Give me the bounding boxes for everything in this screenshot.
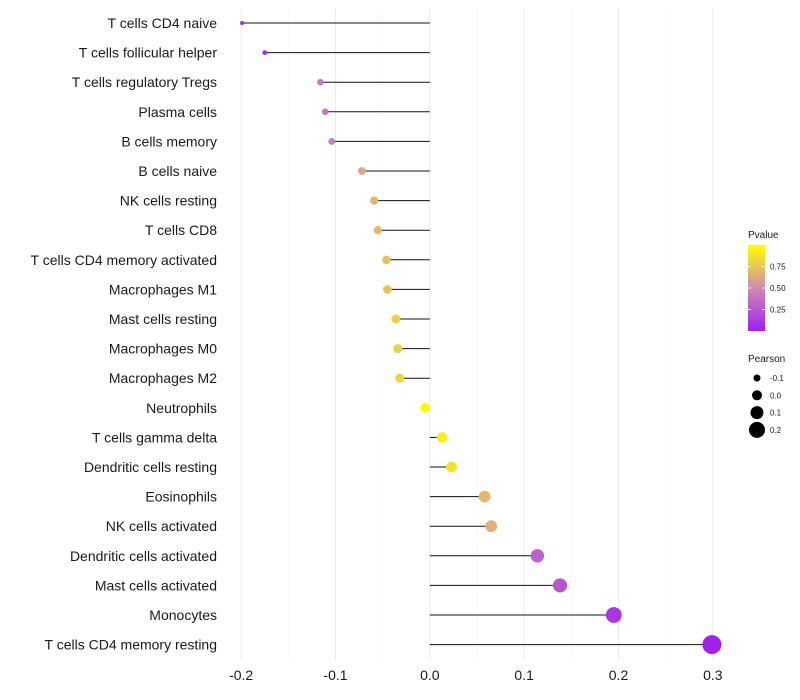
size-legend-title: Pearson xyxy=(748,354,785,365)
size-legend-label: 0.0 xyxy=(770,391,782,400)
grid-lines xyxy=(240,8,714,660)
size-legend-label: 0.1 xyxy=(770,409,782,418)
x-tick-label: 0.0 xyxy=(420,667,440,683)
category-label: T cells regulatory Tregs xyxy=(72,74,217,90)
lollipop-point xyxy=(605,607,622,623)
x-tick-label: -0.1 xyxy=(323,667,347,683)
color-legend-title: Pvalue xyxy=(748,230,779,241)
lollipop-point xyxy=(391,314,401,324)
lollipop-point xyxy=(373,226,383,235)
category-label: Macrophages M2 xyxy=(109,370,217,386)
lollipop-point xyxy=(370,196,379,205)
lollipop-point xyxy=(530,549,545,563)
x-tick-label: 0.2 xyxy=(609,667,629,683)
color-legend-label: 0.50 xyxy=(770,284,786,293)
size-legend-point xyxy=(752,390,762,401)
lollipop-point xyxy=(328,137,336,145)
lollipop-point xyxy=(478,490,491,503)
category-label: B cells memory xyxy=(121,133,217,149)
size-legend-point xyxy=(750,406,764,420)
size-legend-point xyxy=(749,421,765,438)
category-label: T cells CD4 memory resting xyxy=(45,637,217,653)
category-label: Mast cells activated xyxy=(95,577,217,593)
lollipop-point xyxy=(420,402,431,413)
lollipop-point xyxy=(240,20,245,26)
color-legend: Pvalue 0.25 0.50 0.75 xyxy=(748,230,786,331)
lollipop-point xyxy=(317,78,324,86)
lollipop-point xyxy=(395,373,405,383)
lollipop-point xyxy=(262,50,268,55)
lollipop-point xyxy=(552,578,568,593)
lollipop-point xyxy=(702,635,722,655)
category-label: Dendritic cells resting xyxy=(84,459,217,475)
lollipop-point xyxy=(383,285,392,294)
size-legend-point xyxy=(753,374,761,382)
size-legend: Pearson -0.1 0.0 0.1 0.2 xyxy=(748,354,785,438)
color-legend-label: 0.25 xyxy=(770,306,786,315)
lollipop-point xyxy=(357,167,366,175)
lollipop-point xyxy=(485,520,498,533)
category-label: T cells follicular helper xyxy=(79,45,218,61)
x-tick-label: 0.3 xyxy=(703,667,723,683)
category-label: Mast cells resting xyxy=(109,311,217,327)
category-label: T cells CD4 memory activated xyxy=(31,252,217,268)
lollipop-point xyxy=(436,432,448,443)
category-label: Monocytes xyxy=(149,607,217,623)
x-tick-label: 0.1 xyxy=(514,667,534,683)
category-label: Plasma cells xyxy=(138,104,217,120)
category-label: Macrophages M1 xyxy=(109,281,217,297)
category-label: Macrophages M0 xyxy=(109,341,217,357)
size-legend-label: -0.1 xyxy=(770,374,784,383)
size-legend-label: 0.2 xyxy=(770,426,782,435)
color-bar xyxy=(748,245,765,331)
lollipop-point xyxy=(393,344,403,354)
category-label: B cells naive xyxy=(138,163,217,179)
category-label: Eosinophils xyxy=(145,489,217,505)
lollipop-point xyxy=(446,461,457,473)
color-legend-label: 0.75 xyxy=(770,263,786,272)
lollipop-point xyxy=(382,255,391,265)
category-label: Dendritic cells activated xyxy=(70,548,217,564)
x-axis-ticks: -0.2 -0.1 0.0 0.1 0.2 0.3 xyxy=(229,667,723,683)
category-label: Neutrophils xyxy=(146,400,217,416)
category-label: T cells CD4 naive xyxy=(108,15,218,31)
x-tick-label: -0.2 xyxy=(229,667,253,683)
lollipop-marks xyxy=(240,20,722,655)
category-label: T cells CD8 xyxy=(145,222,217,238)
lollipop-point xyxy=(321,108,329,116)
category-label: NK cells resting xyxy=(120,193,217,209)
category-label: T cells gamma delta xyxy=(92,429,217,445)
category-label: NK cells activated xyxy=(106,518,217,534)
category-labels: T cells CD4 naive T cells follicular help… xyxy=(31,15,218,653)
